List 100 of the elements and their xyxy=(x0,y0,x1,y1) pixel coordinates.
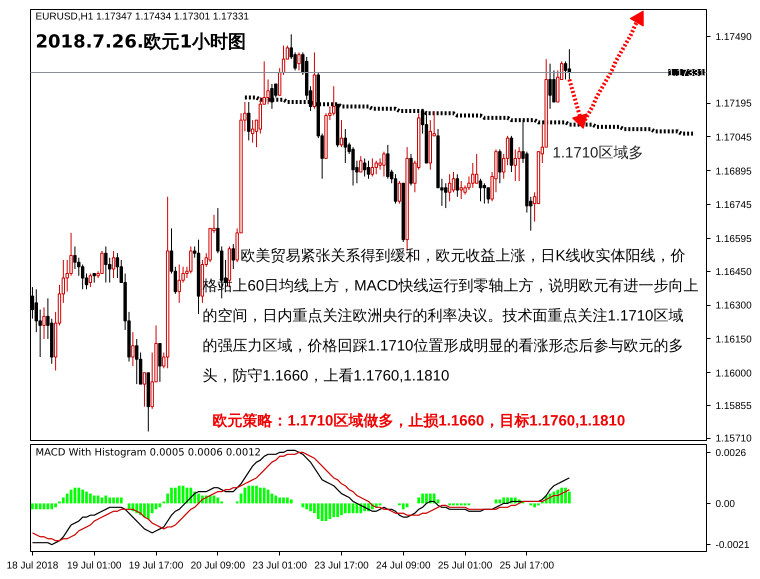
category-label: 19 Jul 17:00 xyxy=(128,560,184,572)
bar xyxy=(309,503,312,512)
bar xyxy=(286,498,289,504)
bar xyxy=(89,494,92,504)
bar xyxy=(154,503,158,510)
bar xyxy=(247,486,250,504)
bar xyxy=(66,494,69,504)
bar xyxy=(274,496,278,504)
bar xyxy=(92,496,96,504)
category-label: 24 Jul 09:00 xyxy=(376,560,431,572)
bar xyxy=(324,503,328,522)
category-label: 19 Jul 01:00 xyxy=(66,560,122,572)
bar xyxy=(170,488,173,504)
bar xyxy=(568,492,571,504)
bar xyxy=(320,503,324,522)
candlestick xyxy=(482,182,486,204)
candlestick xyxy=(135,338,138,385)
candlestick xyxy=(178,264,181,304)
bar xyxy=(316,503,320,520)
candlestick xyxy=(398,180,402,204)
bar xyxy=(182,486,184,504)
bar xyxy=(186,488,188,504)
y-tick-label: 1.16450 xyxy=(716,266,752,278)
candlestick xyxy=(386,144,390,180)
bar xyxy=(158,503,162,508)
candlestick xyxy=(42,306,46,340)
candlestick xyxy=(104,246,108,284)
bar xyxy=(251,486,254,504)
bar xyxy=(74,488,76,504)
bar xyxy=(104,496,108,504)
candlestick xyxy=(452,171,456,193)
bar xyxy=(332,503,336,518)
bar xyxy=(38,503,42,510)
candlestick xyxy=(456,174,460,198)
y-tick-label: 1.16745 xyxy=(716,200,752,212)
y-tick-label: 0.00 xyxy=(716,498,736,510)
y-tick-label: 1.16595 xyxy=(716,234,752,246)
bar xyxy=(266,490,270,504)
category-label: 20 Jul 09:00 xyxy=(190,560,246,572)
candlestick xyxy=(116,252,120,279)
bar xyxy=(100,498,104,504)
bar xyxy=(421,494,424,504)
candlestick xyxy=(498,148,502,184)
chart-title: MACD With Histogram 0.0005 0.0006 0.0012 xyxy=(36,448,261,458)
y-tick-label: 1.16150 xyxy=(716,334,752,346)
bar xyxy=(402,503,405,510)
bar xyxy=(216,498,220,504)
candlestick xyxy=(362,158,366,177)
bar xyxy=(278,498,282,504)
bar xyxy=(336,503,339,518)
category-label: 18 Jul 2018 xyxy=(6,560,58,572)
bar xyxy=(282,498,285,504)
y-tick-label: 1.17045 xyxy=(716,132,752,144)
candlestick xyxy=(378,158,382,170)
bar xyxy=(112,498,115,504)
bar xyxy=(344,503,347,514)
bar xyxy=(255,486,258,504)
candlestick xyxy=(474,153,478,184)
bar xyxy=(262,488,266,504)
candlestick xyxy=(266,78,270,105)
annotation: 欧元策略：1.1710区域做多，止损1.1660，目标1.1760,1.1810 xyxy=(212,412,626,430)
candlestick xyxy=(158,342,162,382)
candlestick xyxy=(517,146,521,182)
annotation: EURUSD,H1 1.17347 1.17434 1.17301 1.17331 xyxy=(36,12,250,22)
candlestick xyxy=(247,102,250,141)
bar xyxy=(70,490,72,504)
candlestick xyxy=(92,273,96,284)
bar xyxy=(178,486,181,504)
candlestick xyxy=(332,86,336,116)
text: 2018.7.26.欧元1小时图 xyxy=(36,32,246,52)
bar xyxy=(96,496,100,504)
bar xyxy=(212,496,216,504)
bar xyxy=(46,503,50,510)
bar xyxy=(301,503,304,508)
bar xyxy=(62,498,65,504)
bar xyxy=(244,488,246,504)
y-tick-label: 1.16000 xyxy=(716,368,752,380)
candlestick xyxy=(564,60,568,80)
candlestick xyxy=(250,120,254,144)
bar xyxy=(348,503,351,514)
candlestick xyxy=(486,187,490,204)
bar xyxy=(34,503,38,510)
bar xyxy=(54,503,57,508)
candlestick xyxy=(131,332,135,367)
bar xyxy=(533,503,536,508)
bar xyxy=(340,503,343,516)
bar xyxy=(174,488,177,504)
bar xyxy=(116,498,119,504)
candlestick xyxy=(467,176,471,191)
bar xyxy=(50,503,54,510)
bar xyxy=(425,494,428,504)
category-label: 25 Jul 01:00 xyxy=(438,560,492,572)
category-label: 23 Jul 17:00 xyxy=(314,560,369,572)
bar xyxy=(352,503,354,514)
candlestick xyxy=(100,250,104,274)
candlestick xyxy=(293,52,297,71)
bar xyxy=(270,494,274,504)
candlestick xyxy=(112,250,116,279)
bar xyxy=(356,503,358,514)
candlestick xyxy=(344,128,348,164)
